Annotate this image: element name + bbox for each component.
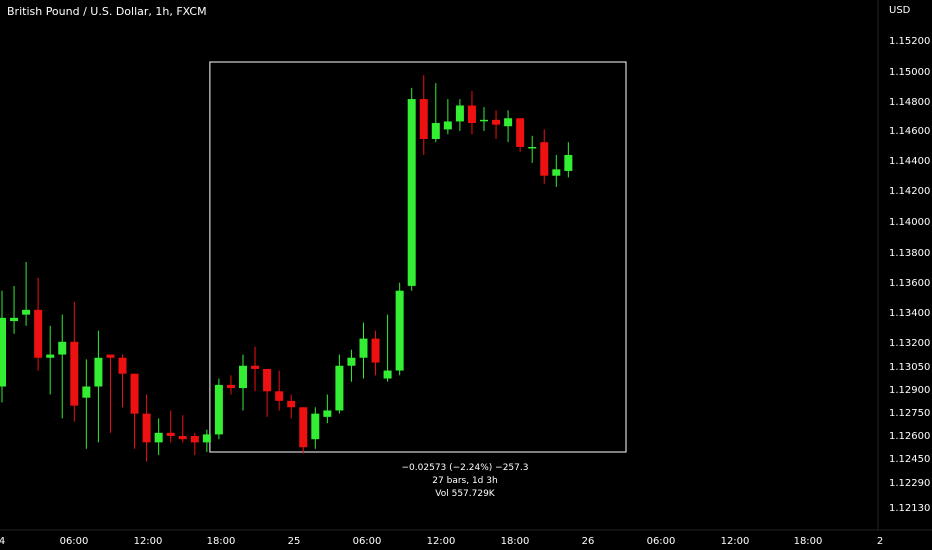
price-tick-label: 1.14600 — [889, 126, 930, 137]
candle-body — [431, 123, 440, 139]
candle-body — [443, 121, 452, 130]
price-tick-label: 1.12290 — [889, 478, 930, 489]
price-tick-label: 1.12450 — [889, 454, 930, 465]
candle-body — [190, 436, 199, 443]
price-tick-label: 1.13050 — [889, 362, 930, 373]
candle-body — [251, 365, 260, 369]
candle-body — [528, 146, 537, 149]
candle-body — [142, 413, 151, 443]
time-tick-label: 18:00 — [501, 536, 530, 547]
time-tick-label: 06:00 — [647, 536, 676, 547]
price-tick-label: 1.12750 — [889, 408, 930, 419]
candle-body — [299, 407, 308, 448]
candle-body — [564, 154, 573, 171]
time-tick-label: 25 — [288, 536, 301, 547]
candle-body — [130, 373, 139, 414]
candle-body — [94, 357, 103, 387]
candle-body — [0, 317, 6, 387]
candle-body — [552, 169, 561, 176]
time-tick-label: 18:00 — [207, 536, 236, 547]
candlestick-series — [0, 75, 573, 462]
price-tick-label: 1.12900 — [889, 385, 930, 396]
candle-body — [455, 105, 464, 122]
candle-body — [58, 341, 67, 355]
candle-body — [226, 384, 235, 389]
candle-body — [516, 118, 525, 147]
time-tick-label: 26 — [582, 536, 595, 547]
price-tick-label: 1.13800 — [889, 248, 930, 259]
candle-body — [359, 338, 368, 358]
candle-body — [154, 432, 163, 443]
price-tick-label: 1.13200 — [889, 338, 930, 349]
candle-body — [46, 354, 55, 358]
candle-body — [492, 119, 501, 125]
candle-body — [395, 290, 404, 371]
price-tick-label: 1.12130 — [889, 503, 930, 514]
measure-bars: 27 bars, 1d 3h — [432, 476, 498, 486]
candle-body — [467, 105, 476, 124]
candle-body — [275, 391, 284, 401]
candle-body — [263, 368, 272, 392]
candle-body — [70, 341, 79, 406]
candle-body — [383, 370, 392, 379]
candle-body — [166, 432, 175, 436]
time-tick-label: 18:00 — [794, 536, 823, 547]
measure-readout: −0.02573 (−2.24%) −257.3 27 bars, 1d 3h … — [385, 462, 545, 501]
measure-selection — [209, 61, 627, 453]
time-tick-label: 06:00 — [353, 536, 382, 547]
time-axis: 4 06:00 12:00 18:00 25 06:00 12:00 18:00 26 06:00… — [0, 536, 883, 547]
candle-body — [480, 119, 488, 122]
time-tick-label: 2 — [877, 536, 883, 547]
candle-body — [118, 357, 127, 374]
candle-body — [178, 436, 187, 440]
candle-body — [239, 365, 247, 389]
price-axis: 1.15200 1.15000 1.14800 1.14600 1.14400 1.142… — [889, 36, 930, 514]
price-tick-label: 1.14000 — [889, 217, 930, 228]
candle-body — [287, 400, 296, 408]
candle-body — [10, 317, 19, 322]
candle-body — [323, 410, 332, 417]
time-tick-label: 4 — [0, 536, 5, 547]
candle-body — [34, 309, 43, 358]
candle-body — [22, 309, 31, 315]
candle-body — [504, 118, 513, 127]
price-tick-label: 1.15200 — [889, 36, 930, 47]
time-tick-label: 12:00 — [134, 536, 163, 547]
measure-change: −0.02573 (−2.24%) −257.3 — [401, 463, 529, 473]
measure-volume: Vol 557.729K — [435, 489, 495, 499]
candle-body — [371, 338, 380, 363]
price-tick-label: 1.13600 — [889, 278, 930, 289]
price-tick-label: 1.12600 — [889, 431, 930, 442]
price-tick-label: 1.13400 — [889, 308, 930, 319]
price-tick-label: 1.14200 — [889, 186, 930, 197]
candle-body — [82, 386, 91, 398]
candle-body — [335, 365, 344, 411]
price-tick-label: 1.14400 — [889, 156, 930, 167]
price-tick-label: 1.15000 — [889, 67, 930, 78]
price-tick-label: 1.14800 — [889, 97, 930, 108]
candle-body — [347, 357, 356, 366]
candle-body — [106, 354, 115, 358]
chart-title: British Pound / U.S. Dollar, 1h, FXCM — [7, 5, 207, 18]
time-tick-label: 12:00 — [721, 536, 750, 547]
candle-body — [540, 142, 549, 176]
candle-body — [407, 99, 416, 286]
candle-body — [202, 434, 211, 443]
time-tick-label: 06:00 — [60, 536, 89, 547]
time-tick-label: 12:00 — [427, 536, 456, 547]
currency-label: USD — [889, 5, 911, 16]
measure-selection-box — [209, 61, 627, 453]
candle-body — [419, 99, 428, 139]
candle-body — [311, 413, 320, 440]
candle-body — [214, 384, 223, 435]
